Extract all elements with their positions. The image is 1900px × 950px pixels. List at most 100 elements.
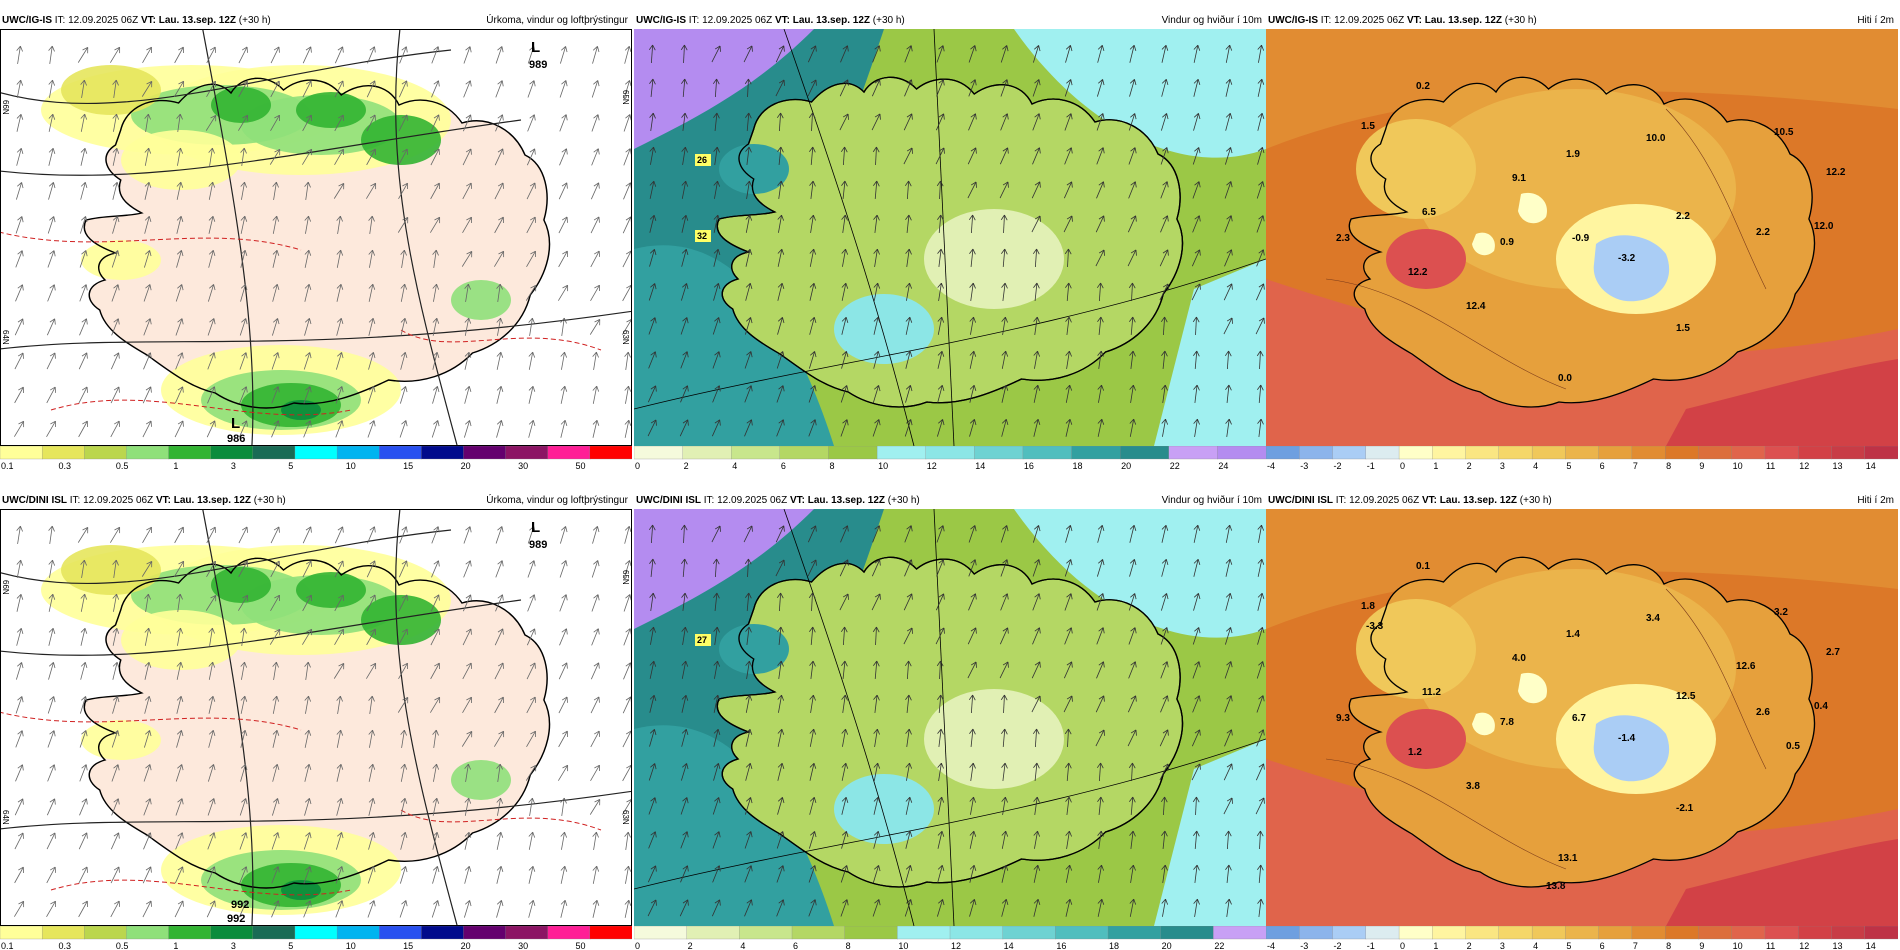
- colorbar-swatch: [505, 926, 549, 940]
- colorbar-tick-label: 0: [1400, 461, 1405, 470]
- colorbar-tick-label: -1: [1367, 941, 1375, 950]
- colorbar-tick-label: 5: [288, 461, 293, 470]
- gust-label: 27: [697, 635, 707, 645]
- lead-time: (+30 h): [1504, 15, 1537, 26]
- colorbar-tick-label: 2: [684, 461, 689, 470]
- colorbar-tick-label: -3: [1300, 941, 1308, 950]
- temperature-value-label: 11.2: [1422, 687, 1441, 698]
- wind-map-svg: 26 32: [634, 29, 1266, 446]
- precipitation-colorbar: 0.1 0.3 0.5 1 3 5 10 15 20 30 50: [0, 926, 632, 950]
- temperature-value-label: 0.4: [1814, 701, 1828, 712]
- temperature-value-label: 10.5: [1774, 127, 1794, 138]
- colorbar-tick-label: 0.1: [1, 941, 14, 950]
- temperature-value-label: 12.2: [1408, 267, 1428, 278]
- temperature-value-label: 1.4: [1566, 629, 1580, 640]
- low-pressure-label: L: [531, 519, 540, 536]
- colorbar-tick-label: 5: [1566, 461, 1571, 470]
- latitude-label: 64N: [1, 330, 10, 345]
- colorbar-swatch: [1798, 926, 1833, 940]
- colorbar-swatch: [974, 446, 1024, 460]
- colorbar-swatch: [1168, 446, 1219, 460]
- temperature-value-label: 10.0: [1646, 133, 1666, 144]
- panel-title: Hiti í 2m: [1857, 495, 1894, 506]
- colorbar-tick-label: 14: [1866, 941, 1876, 950]
- colorbar-swatch: [84, 926, 128, 940]
- temperature-value-label: 6.7: [1572, 713, 1586, 724]
- colorbar-tick-label: 30: [518, 461, 528, 470]
- colorbar-tick-label: 0.5: [116, 941, 129, 950]
- temperature-value-label: 12.6: [1736, 661, 1756, 672]
- vt-value: Lau. 13.sep. 12Z: [1424, 15, 1503, 26]
- colorbar-swatch: [1565, 926, 1600, 940]
- colorbar-swatch: [682, 446, 732, 460]
- colorbar-tick-label: 30: [518, 941, 528, 950]
- colorbar-swatch: [634, 446, 684, 460]
- colorbar-tick-label: 20: [461, 461, 471, 470]
- temperature-value-label: 6.5: [1422, 207, 1436, 218]
- precipitation-map: L 989 992 992 66N 64N 65N 63N: [0, 509, 632, 926]
- gust-label: 32: [697, 231, 707, 241]
- colorbar-swatch: [379, 926, 422, 940]
- model-name: UWC/IG-IS: [2, 15, 52, 26]
- colorbar-tick-label: -4: [1267, 941, 1275, 950]
- it-value: 12.09.2025 06Z: [717, 495, 788, 506]
- colorbar-swatch: [252, 446, 296, 460]
- colorbar-swatch: [210, 926, 254, 940]
- latitude-label: 65N: [621, 90, 630, 105]
- colorbar-swatch: [210, 446, 254, 460]
- precipitation-map: L 989 L 986 66N 64N 65N 63N: [0, 29, 632, 446]
- colorbar-tick-label: 12: [1799, 461, 1809, 470]
- temperature-colorbar: -4 -3 -2 -1 0 1 2 3 4 5 6 7 8 9 10 11 12 13 14: [1266, 926, 1898, 950]
- colorbar-swatch: [1598, 926, 1633, 940]
- temperature-value-label: 4.0: [1512, 653, 1526, 664]
- vt-label: VT:: [155, 495, 171, 506]
- temperature-value-label: 1.8: [1361, 601, 1375, 612]
- colorbar-tick-label: -2: [1334, 941, 1342, 950]
- colorbar-tick-label: 3: [231, 461, 236, 470]
- colorbar-tick-label: 2: [688, 941, 693, 950]
- temperature-value-label: 7.8: [1500, 717, 1514, 728]
- temperature-value-label: -3.2: [1618, 253, 1636, 264]
- temperature-value-label: 1.2: [1408, 747, 1422, 758]
- colorbar-tick-label: 20: [461, 941, 471, 950]
- temperature-value-label: -2.1: [1676, 803, 1694, 814]
- vt-value: Lau. 13.sep. 12Z: [173, 495, 252, 506]
- colorbar-swatch: [168, 926, 212, 940]
- colorbar-swatch: [1764, 926, 1799, 940]
- panel-title: Vindur og hviður í 10m: [1161, 15, 1262, 26]
- colorbar-tick-label: 1: [173, 941, 178, 950]
- colorbar-swatch: [1565, 446, 1600, 460]
- panel-header: UWC/DINI ISL IT: 12.09.2025 06Z VT: Lau.…: [634, 492, 1266, 509]
- colorbar-tick-label: 10: [898, 941, 908, 950]
- colorbar-swatch: [252, 926, 296, 940]
- lead-time: (+30 h): [253, 495, 286, 506]
- it-label: IT:: [54, 15, 66, 26]
- colorbar-tick-label: 13: [1832, 461, 1842, 470]
- colorbar-tick-label: 0: [1400, 941, 1405, 950]
- colorbar-tick-label: 4: [1533, 461, 1538, 470]
- colorbar-swatch: [1120, 446, 1170, 460]
- wind-colorbar: 0 2 4 6 8 10 12 14 16 18 20 22 24: [634, 446, 1266, 470]
- colorbar-tick-label: 6: [793, 941, 798, 950]
- temperature-value-label: -3.3: [1366, 621, 1384, 632]
- colorbar-tick-label: 10: [1733, 461, 1743, 470]
- vt-label: VT:: [789, 495, 805, 506]
- colorbar-swatch: [0, 446, 43, 460]
- colorbar-swatch: [84, 446, 128, 460]
- model-name: UWC/IG-IS: [636, 15, 686, 26]
- colorbar-tick-label: 18: [1109, 941, 1119, 950]
- latitude-label: 64N: [1, 810, 10, 825]
- colorbar-swatch: [505, 446, 549, 460]
- colorbar-swatch: [126, 926, 170, 940]
- colorbar-tick-label: 1: [1433, 941, 1438, 950]
- panel-top-temperature: UWC/IG-IS IT: 12.09.2025 06Z VT: Lau. 13…: [1266, 12, 1898, 470]
- colorbar-tick-label: 18: [1073, 461, 1083, 470]
- colorbar-tick-label: 24: [1218, 461, 1228, 470]
- colorbar-tick-label: 14: [1004, 941, 1014, 950]
- isobar-label: 989: [529, 59, 547, 71]
- colorbar-tick-label: -1: [1367, 461, 1375, 470]
- panel-bottom-precipitation: UWC/DINI ISL IT: 12.09.2025 06Z VT: Lau.…: [0, 492, 632, 950]
- temperature-value-label: 3.2: [1774, 607, 1788, 618]
- temperature-value-label: 0.1: [1416, 561, 1430, 572]
